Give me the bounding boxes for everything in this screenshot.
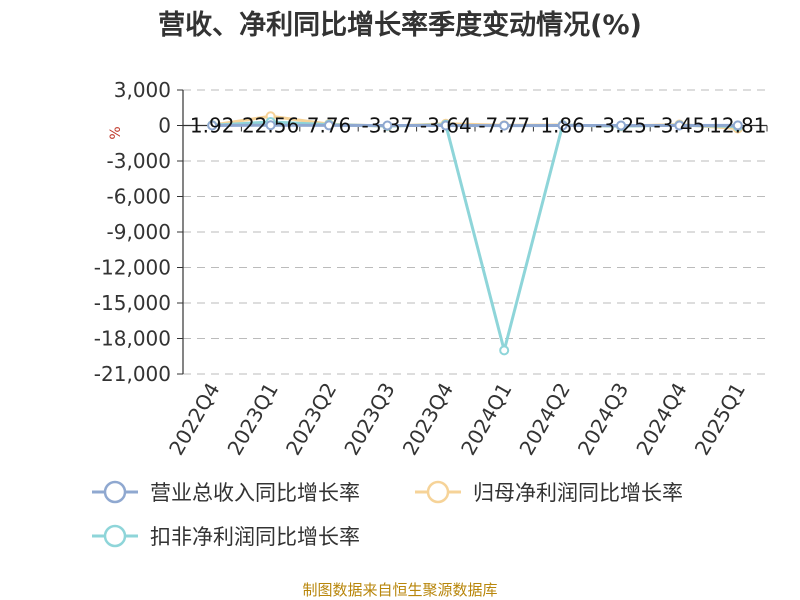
data-point [499,345,510,356]
x-tick-label: 2025Q1 [690,379,750,460]
y-tick-label: -18,000 [94,327,171,351]
data-label: -3.64 [420,114,472,138]
x-tick-label: 2024Q3 [573,379,633,460]
series-layer [207,111,743,356]
data-label: -3.25 [595,114,647,138]
legend-label: 归母净利润同比增长率 [473,481,683,505]
data-point [324,120,334,131]
x-tick-label: 2023Q4 [398,379,458,460]
legend-marker [103,480,127,504]
x-tick-label: 2022Q4 [164,379,224,460]
data-point [732,120,743,131]
data-label: 1.92 [190,114,235,138]
x-tick-label: 2023Q2 [281,379,341,460]
y-tick-label: 0 [158,114,171,138]
data-point [557,120,568,131]
data-point [440,120,451,131]
data-label: -7.77 [478,114,530,138]
chart-title: 营收、净利同比增长率季度变动情况(%) [158,9,642,41]
series-line [212,120,738,352]
source-note: 制图数据来自恒生聚源数据库 [302,581,497,599]
data-point [207,120,218,131]
legend-label: 营业总收入同比增长率 [150,481,360,505]
y-tick-label: -3,000 [107,149,171,173]
y-tick-label: 3,000 [114,78,171,102]
y-tick-label: -15,000 [94,291,171,315]
x-tick-label: 2024Q4 [631,379,691,460]
data-label: -3.45 [654,114,706,138]
data-point [382,120,393,131]
y-axis: 3,000 0 -3,000 -6,000 -9,000 -12,000 -15,000 -1… [94,78,184,386]
data-label: 22.56 [242,114,299,138]
data-label: 12.81 [709,114,766,138]
data-point [616,120,626,131]
y-tick-label: -12,000 [94,256,171,280]
data-label: 1.86 [540,114,585,138]
x-tick-label: 2024Q1 [456,379,516,460]
data-label: 7.76 [307,114,352,138]
legend-label: 扣非净利润同比增长率 [150,525,360,549]
x-tick-label: 2023Q1 [222,379,282,460]
data-label: -3.37 [362,114,414,138]
x-axis: 2022Q42023Q12023Q22023Q32023Q42024Q12024… [164,124,768,460]
y-tick-label: -9,000 [107,220,171,244]
legend-marker [103,524,127,548]
data-labels: 1.92 22.56 7.76 -3.37 -3.64 -7.77 1.86 -3.25 -3.… [190,114,766,138]
y-tick-label: -21,000 [94,362,171,386]
legend-marker [426,480,450,504]
data-point [499,120,510,131]
x-tick-label: 2024Q2 [514,379,574,460]
data-point [265,120,276,131]
x-tick-label: 2023Q3 [339,379,399,460]
y-tick-label: -6,000 [107,185,171,209]
data-point [674,120,685,131]
y-unit-label: % [108,126,124,139]
